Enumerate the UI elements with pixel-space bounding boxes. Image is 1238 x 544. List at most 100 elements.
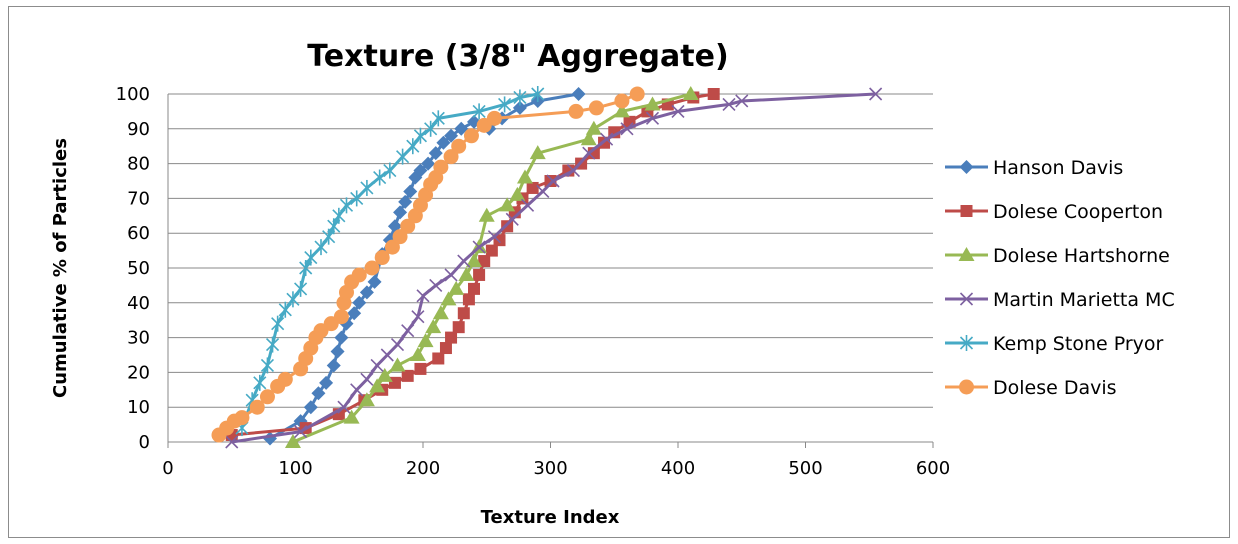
point-3-21-b — [582, 146, 596, 160]
y-tick-label-100: 100 — [116, 84, 150, 105]
point-3-18-b — [536, 184, 550, 199]
point-3-12 — [444, 268, 458, 282]
point-3-28 — [869, 87, 883, 101]
y-tick-label-70: 70 — [127, 188, 150, 209]
point-4-16 — [350, 190, 364, 207]
legend-item-5: Dolese Davis — [945, 377, 1117, 399]
point-1-6 — [401, 369, 414, 382]
point-3-1-b — [294, 424, 308, 439]
point-3-9 — [411, 310, 425, 324]
x-tick-label-100: 100 — [278, 458, 312, 479]
point-4-15 — [339, 197, 354, 214]
point-1-29 — [623, 115, 636, 128]
point-1-14 — [468, 282, 480, 295]
y-tick-label-90: 90 — [127, 119, 150, 140]
point-4-18 — [373, 169, 387, 186]
point-5-3 — [234, 410, 250, 426]
point-0-4 — [319, 375, 334, 390]
point-0-2 — [303, 400, 318, 415]
point-3-21 — [582, 146, 596, 160]
legend-label-4: Kemp Stone Pryor — [993, 333, 1164, 355]
point-0-6 — [330, 344, 345, 359]
point-4-4 — [265, 336, 280, 353]
point-0-7 — [334, 330, 349, 345]
point-3-19 — [546, 174, 560, 188]
point-3-18 — [536, 184, 550, 199]
point-1-23 — [544, 175, 557, 187]
y-tick-label-10: 10 — [127, 397, 150, 418]
legend-marker-3 — [959, 292, 974, 306]
point-1-33 — [707, 88, 720, 100]
point-3-20 — [566, 163, 581, 178]
point-3-16-b — [505, 212, 519, 226]
point-3-12-b — [444, 268, 458, 282]
point-2-8 — [425, 319, 442, 334]
y-axis-title: Cumulative % of Particles — [50, 138, 71, 398]
legend-label-0: Hanson Davis — [993, 157, 1123, 179]
point-3-5 — [370, 358, 384, 373]
series-2 — [284, 86, 699, 448]
point-2-3 — [369, 378, 386, 393]
legend-marker-1 — [960, 205, 973, 217]
point-3-14-b — [472, 240, 486, 254]
point-5-36 — [588, 100, 604, 116]
point-5-22 — [392, 229, 408, 245]
series-layer — [211, 86, 883, 449]
point-4-6 — [278, 301, 292, 318]
point-5-14 — [333, 309, 349, 325]
point-1-18 — [493, 234, 506, 247]
legend-item-0: Hanson Davis — [945, 157, 1123, 179]
point-1-16 — [478, 255, 491, 268]
point-4-28 — [531, 86, 545, 102]
legend-marker-4 — [959, 335, 974, 351]
point-1-7 — [414, 362, 427, 375]
point-2-10 — [440, 291, 457, 306]
point-2-2 — [358, 392, 375, 407]
point-2-6 — [409, 347, 426, 361]
y-tick-label-20: 20 — [127, 362, 150, 383]
point-4-2 — [253, 374, 267, 391]
point-3-4 — [360, 372, 374, 386]
point-1-10 — [445, 331, 458, 344]
point-5-29 — [433, 159, 449, 175]
point-2-4 — [376, 367, 393, 382]
legend-item-1: Dolese Cooperton — [945, 201, 1163, 223]
point-3-16 — [505, 212, 519, 226]
series-0 — [263, 87, 586, 446]
point-1-17 — [485, 244, 498, 257]
point-3-14 — [472, 240, 486, 254]
x-tick-label-400: 400 — [661, 458, 695, 479]
point-2-19 — [529, 145, 546, 160]
point-3-5-b — [370, 358, 384, 373]
point-3-1 — [294, 424, 308, 439]
point-3-24-b — [645, 111, 660, 125]
point-2-7 — [417, 333, 434, 348]
point-3-23-b — [620, 122, 634, 136]
point-1-15 — [473, 268, 486, 281]
point-0-21 — [421, 156, 436, 171]
y-tick-label-80: 80 — [127, 154, 150, 175]
legend-label-5: Dolese Davis — [993, 377, 1117, 399]
point-3-23 — [620, 122, 634, 136]
point-0-20 — [413, 163, 428, 178]
x-tick-label-500: 500 — [788, 458, 822, 479]
point-0-31 — [571, 87, 586, 101]
axes — [167, 94, 934, 448]
legend-marker-3-b — [959, 292, 974, 306]
point-5-19 — [364, 260, 380, 276]
y-tick-label-0: 0 — [139, 432, 150, 453]
point-3-25 — [671, 104, 685, 118]
point-4-21 — [406, 138, 420, 155]
point-3-19-b — [546, 174, 560, 188]
point-5-7 — [277, 371, 293, 387]
point-0-5 — [326, 358, 341, 373]
point-3-2 — [337, 400, 351, 414]
point-1-13 — [462, 293, 475, 306]
legend-marker-5 — [959, 379, 974, 395]
point-3-10 — [416, 289, 430, 303]
point-5-30 — [443, 149, 459, 165]
point-4-25 — [472, 103, 486, 120]
point-2-15 — [478, 207, 495, 222]
point-3-28-b — [869, 87, 883, 101]
